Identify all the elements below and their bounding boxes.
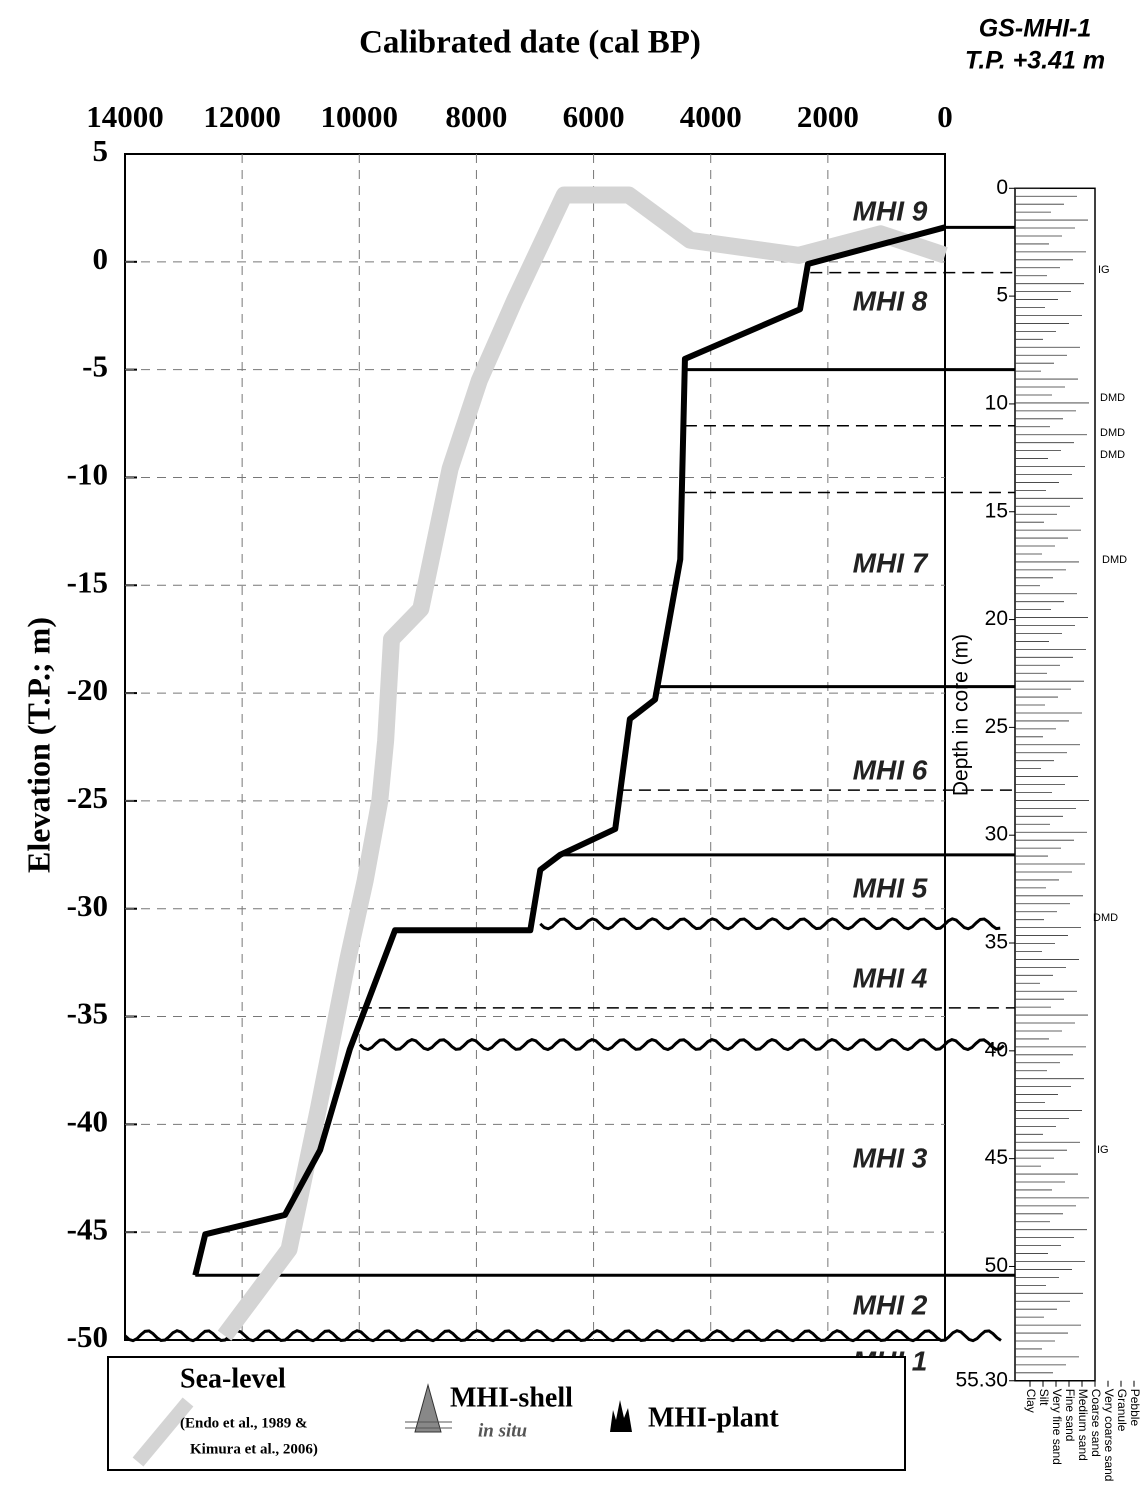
grain-size-label: Fine sand bbox=[1063, 1389, 1077, 1442]
core-note: DMD bbox=[1093, 912, 1118, 924]
depth-tick-label: 10 bbox=[985, 391, 1008, 414]
depth-tick-label: 0 bbox=[996, 176, 1008, 199]
grain-size-label: Coarse sand bbox=[1089, 1389, 1103, 1457]
y-tick-label: -5 bbox=[82, 349, 108, 384]
x-tick-label: 12000 bbox=[203, 99, 281, 134]
core-note: DMD bbox=[1100, 427, 1125, 439]
core-note: IG bbox=[1098, 264, 1110, 276]
y-tick-label: -45 bbox=[67, 1211, 108, 1246]
depth-tick-label: 45 bbox=[985, 1146, 1008, 1169]
unit-label: MHI 7 bbox=[853, 547, 929, 578]
depth-tick-label: 50 bbox=[985, 1254, 1008, 1277]
x-tick-label: 8000 bbox=[445, 99, 507, 134]
chart-title: Calibrated date (cal BP) bbox=[359, 25, 701, 61]
unit-boundary bbox=[539, 917, 1001, 931]
y-tick-label: -10 bbox=[67, 457, 108, 492]
y-tick-label: 5 bbox=[93, 133, 109, 168]
legend-label: MHI-plant bbox=[648, 1402, 779, 1433]
depth-tick-label: 30 bbox=[985, 823, 1008, 846]
x-tick-label: 10000 bbox=[321, 99, 399, 134]
x-tick-label: 2000 bbox=[797, 99, 859, 134]
core-name: GS-MHI-1 bbox=[979, 15, 1092, 43]
y-tick-label: -30 bbox=[67, 888, 108, 923]
depth-tick-label: 25 bbox=[985, 715, 1008, 738]
depth-axis-label: Depth in core (m) bbox=[950, 634, 973, 796]
unit-boundary bbox=[358, 1037, 1005, 1052]
unit-boundary bbox=[123, 1329, 1002, 1343]
core-note: DMD bbox=[1100, 392, 1125, 404]
grain-size-label: Medium sand bbox=[1076, 1389, 1090, 1461]
grain-size-label: Clay bbox=[1024, 1389, 1038, 1413]
y-tick-label: 0 bbox=[93, 241, 109, 276]
plant-icon bbox=[610, 1400, 632, 1432]
grain-size-label: Granule bbox=[1115, 1389, 1129, 1432]
legend-label: Sea-level bbox=[180, 1363, 286, 1394]
unit-label: MHI 8 bbox=[853, 285, 928, 316]
x-tick-label: 4000 bbox=[680, 99, 742, 134]
unit-label: MHI 6 bbox=[853, 754, 928, 785]
x-tick-label: 0 bbox=[937, 99, 953, 134]
unit-label: MHI 3 bbox=[853, 1142, 928, 1173]
sea-level-curve bbox=[217, 186, 948, 1341]
core-datum: T.P. +3.41 m bbox=[965, 47, 1105, 75]
shell-icon bbox=[405, 1383, 452, 1433]
depth-tick-label: 55.30 bbox=[955, 1368, 1008, 1391]
unit-label: MHI 5 bbox=[853, 872, 928, 903]
grain-size-label: Very fine sand bbox=[1050, 1389, 1064, 1465]
depth-tick-label: 5 bbox=[996, 284, 1008, 307]
depth-tick-label: 20 bbox=[985, 607, 1008, 630]
core-note: DMD bbox=[1102, 554, 1127, 566]
grain-size-label: Very coarse sand bbox=[1102, 1389, 1116, 1482]
x-tick-label: 14000 bbox=[86, 99, 164, 134]
x-tick-label: 6000 bbox=[563, 99, 625, 134]
legend-label: MHI-shell bbox=[450, 1382, 573, 1413]
legend-box bbox=[107, 1356, 906, 1471]
y-tick-label: -35 bbox=[67, 996, 108, 1031]
unit-label: MHI 9 bbox=[853, 195, 928, 226]
plot-frame bbox=[124, 153, 946, 1341]
legend-note: in situ bbox=[478, 1420, 527, 1441]
y-tick-label: -15 bbox=[67, 564, 108, 599]
core-note: IG bbox=[1097, 1144, 1109, 1156]
y-tick-label: -50 bbox=[67, 1319, 108, 1354]
legend-swatch bbox=[132, 1397, 194, 1467]
grain-size-label: Silt bbox=[1037, 1389, 1051, 1406]
unit-label: MHI 2 bbox=[853, 1289, 928, 1320]
core-note: DMD bbox=[1100, 449, 1125, 461]
depth-tick-label: 35 bbox=[985, 931, 1008, 954]
core-log bbox=[1014, 187, 1096, 1382]
legend-citation: (Endo et al., 1989 & bbox=[180, 1415, 308, 1431]
y-tick-label: -20 bbox=[67, 672, 108, 707]
y-axis-label: Elevation (T.P.; m) bbox=[20, 617, 56, 873]
y-tick-label: -25 bbox=[67, 780, 108, 815]
age-depth-curve bbox=[192, 224, 946, 1277]
unit-label: MHI 4 bbox=[853, 962, 928, 993]
y-tick-label: -40 bbox=[67, 1103, 108, 1138]
depth-tick-label: 15 bbox=[985, 499, 1008, 522]
grain-size-label: Pebble bbox=[1128, 1389, 1142, 1427]
legend-citation: Kimura et al., 2006) bbox=[190, 1441, 318, 1457]
